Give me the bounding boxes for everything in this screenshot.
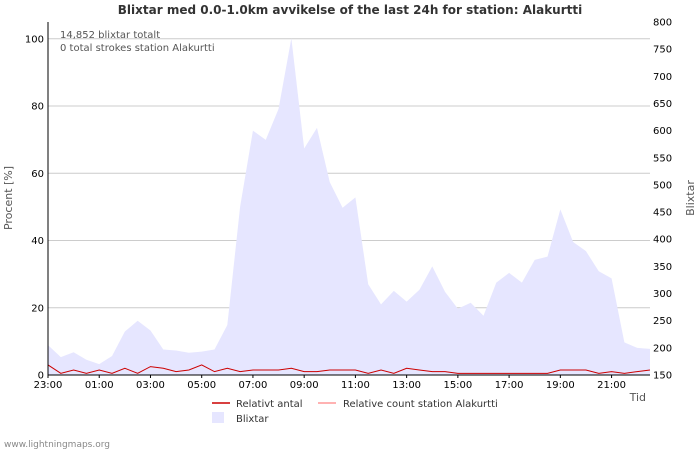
annotation-station: 0 total strokes station Alakurtti: [60, 43, 215, 54]
left-tick-labels: 0 20 40 60 80 100: [25, 34, 44, 381]
y-axis-left-title: Procent [%]: [2, 166, 15, 230]
credit-text: www.lightningmaps.org: [4, 440, 110, 450]
legend-label-relativt-antal: Relativt antal: [236, 399, 303, 410]
right-tick-500: 500: [653, 180, 672, 191]
series-line-relativt-antal: [47, 364, 651, 374]
left-tick-80: 80: [31, 102, 44, 113]
y-axis-right-title: Blixtar: [684, 180, 697, 216]
right-tick-750: 750: [653, 45, 672, 56]
x-tick-labels: 23:00 01:00 03:00 05:00 07:00 09:00 11:00 13:00…: [34, 375, 626, 391]
left-tick-40: 40: [31, 236, 44, 247]
left-tick-0: 0: [38, 371, 44, 382]
x-tick-19:00: 19:00: [546, 380, 575, 391]
chart-title: Blixtar med 0.0-1.0km avvikelse of the l…: [118, 3, 582, 17]
x-tick-17:00: 17:00: [495, 380, 524, 391]
x-tick-01:00: 01:00: [85, 380, 114, 391]
right-tick-350: 350: [653, 262, 672, 273]
x-tick-05:00: 05:00: [187, 380, 216, 391]
legend-label-blixtar: Blixtar: [236, 414, 269, 425]
series-area-blixtar: [48, 38, 650, 376]
area-layer: [48, 38, 650, 376]
x-axis-title: Tid: [629, 391, 646, 404]
right-tick-200: 200: [653, 343, 672, 354]
right-tick-800: 800: [653, 18, 672, 29]
x-tick-23:00: 23:00: [34, 380, 63, 391]
right-tick-550: 550: [653, 153, 672, 164]
right-tick-150: 150: [653, 371, 672, 382]
right-tick-400: 400: [653, 235, 672, 246]
x-tick-21:00: 21:00: [597, 380, 626, 391]
axes: [47, 22, 650, 376]
x-tick-07:00: 07:00: [239, 380, 268, 391]
right-tick-650: 650: [653, 99, 672, 110]
x-tick-15:00: 15:00: [443, 380, 472, 391]
left-tick-60: 60: [31, 169, 44, 180]
legend-item-blixtar: Blixtar: [212, 412, 269, 425]
right-tick-600: 600: [653, 126, 672, 137]
legend-label-relative-count-station: Relative count station Alakurtti: [343, 399, 498, 410]
x-tick-03:00: 03:00: [136, 380, 165, 391]
legend: Relativt antal Relative count station Al…: [212, 399, 498, 425]
right-tick-450: 450: [653, 208, 672, 219]
right-tick-250: 250: [653, 316, 672, 327]
legend-item-relativt-antal: Relativt antal: [212, 399, 303, 410]
legend-swatch-blixtar: [212, 412, 224, 423]
annotation-total: 14,852 blixtar totalt: [60, 30, 160, 41]
left-tick-20: 20: [31, 303, 44, 314]
right-tick-700: 700: [653, 72, 672, 83]
right-tick-300: 300: [653, 289, 672, 300]
x-tick-11:00: 11:00: [341, 380, 370, 391]
x-tick-09:00: 09:00: [290, 380, 319, 391]
right-tick-labels: 150 200 250 300 350 400 450 500 550 600 650 700 750 8…: [653, 18, 672, 382]
left-tick-100: 100: [25, 34, 44, 45]
x-tick-13:00: 13:00: [392, 380, 421, 391]
legend-item-relative-count-station: Relative count station Alakurtti: [318, 399, 498, 410]
